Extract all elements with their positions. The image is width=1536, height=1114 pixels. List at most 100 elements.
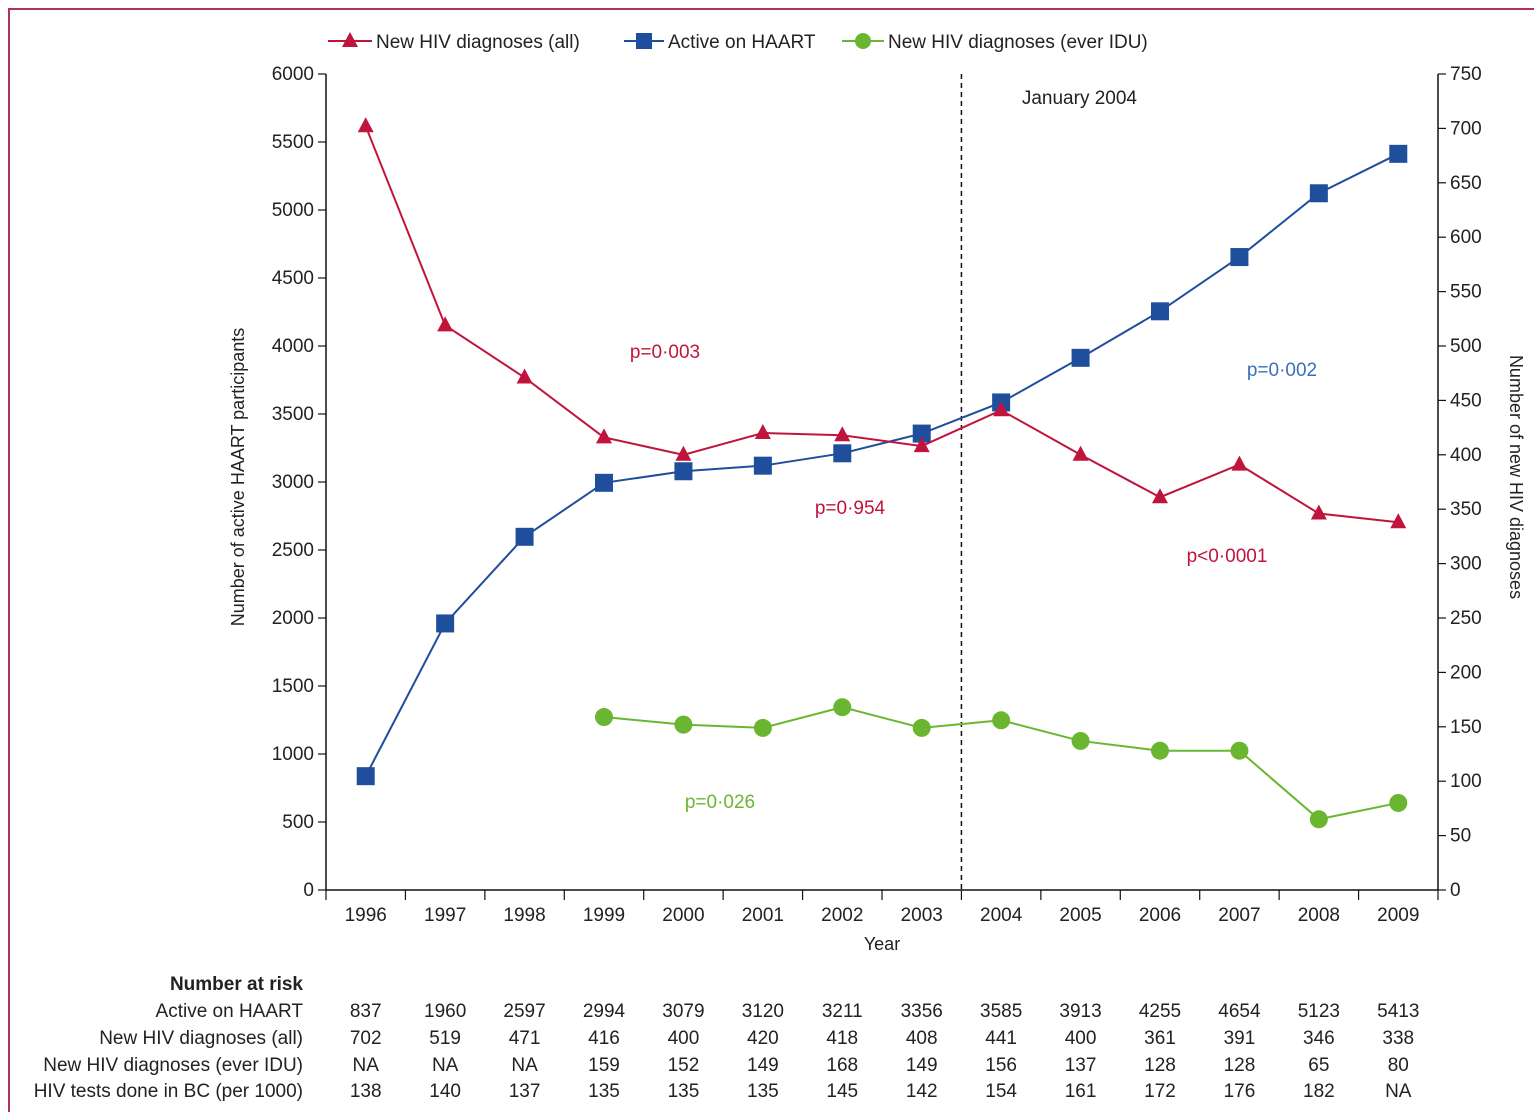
risk-table: Number at risk Active on HAART 837 1960 2597… bbox=[34, 974, 1420, 1102]
y-right-tick-label: 500 bbox=[1450, 336, 1482, 357]
risk-cell: NA bbox=[432, 1055, 459, 1076]
risk-cell: 159 bbox=[588, 1055, 620, 1076]
haart-point bbox=[1151, 302, 1169, 321]
hiv-idu-point bbox=[1071, 731, 1090, 750]
hiv-idu-point bbox=[595, 708, 613, 727]
hiv-all-point bbox=[596, 428, 612, 444]
legend-haart-label: Active on HAART bbox=[668, 32, 816, 53]
hiv-all-point bbox=[516, 368, 533, 384]
axes: 0500100015002000250030003500400045005000… bbox=[228, 64, 1526, 954]
risk-cell: 65 bbox=[1308, 1055, 1329, 1076]
risk-cell: 145 bbox=[826, 1081, 858, 1102]
x-tick-label: 2008 bbox=[1298, 905, 1340, 926]
y-right-tick-label: 650 bbox=[1450, 173, 1482, 194]
hiv-idu-point bbox=[833, 698, 852, 717]
january-2004-marker: January 2004 bbox=[960, 74, 1137, 890]
risk-cell: 471 bbox=[509, 1028, 541, 1049]
legend-haart-marker bbox=[636, 33, 652, 49]
x-tick-label: 1997 bbox=[424, 905, 466, 926]
legend-hiv-all-marker bbox=[342, 32, 358, 47]
risk-table-title: Number at risk bbox=[170, 974, 303, 995]
annotations: p=0·003 p=0·954 p<0·0001 p=0·002 p=0·026 bbox=[630, 342, 1317, 813]
risk-cell: 149 bbox=[747, 1055, 779, 1076]
legend: New HIV diagnoses (all) Active on HAART Ne… bbox=[328, 32, 1148, 53]
hiv-idu-point bbox=[753, 718, 772, 737]
risk-cell: 172 bbox=[1144, 1081, 1176, 1102]
haart-point bbox=[515, 527, 534, 546]
x-tick-label: 2004 bbox=[980, 905, 1023, 926]
y-right-tick-label: 0 bbox=[1450, 880, 1461, 901]
risk-cell: 5413 bbox=[1377, 1001, 1419, 1022]
risk-cell: 182 bbox=[1303, 1081, 1335, 1102]
p-value-label: p=0·026 bbox=[685, 792, 755, 813]
risk-row-label: New HIV diagnoses (ever IDU) bbox=[43, 1055, 303, 1076]
hiv-idu-point bbox=[1309, 810, 1328, 829]
risk-cell: NA bbox=[353, 1055, 380, 1076]
haart-point bbox=[753, 456, 772, 475]
haart-point bbox=[436, 614, 455, 633]
risk-cell: 176 bbox=[1224, 1081, 1256, 1102]
y-left-tick-label: 2000 bbox=[272, 608, 314, 629]
risk-cell: 137 bbox=[509, 1081, 541, 1102]
risk-cell: 135 bbox=[668, 1081, 700, 1102]
p-value-label: p=0·954 bbox=[815, 498, 886, 519]
risk-cell: 391 bbox=[1224, 1028, 1256, 1049]
risk-cell: 702 bbox=[350, 1028, 382, 1049]
x-tick-label: 2000 bbox=[662, 905, 704, 926]
haart-point bbox=[1389, 144, 1408, 163]
risk-cell: 400 bbox=[668, 1028, 700, 1049]
x-tick-label: 2002 bbox=[821, 905, 863, 926]
legend-hiv-idu-label: New HIV diagnoses (ever IDU) bbox=[888, 32, 1148, 53]
haart-point bbox=[833, 444, 852, 463]
hiv-all-point bbox=[1390, 513, 1407, 529]
hiv-idu-point bbox=[1151, 741, 1169, 760]
hiv-all-point bbox=[993, 401, 1010, 417]
x-tick-label: 2003 bbox=[901, 905, 943, 926]
risk-cell: NA bbox=[1385, 1081, 1412, 1102]
risk-cell: 142 bbox=[906, 1081, 938, 1102]
p-value-label: p=0·002 bbox=[1247, 360, 1317, 381]
risk-cell: 2994 bbox=[583, 1001, 626, 1022]
haart-point bbox=[356, 767, 375, 786]
risk-cell: 149 bbox=[906, 1055, 938, 1076]
risk-cell: 5123 bbox=[1298, 1001, 1340, 1022]
p-value-label: p<0·0001 bbox=[1187, 546, 1268, 567]
y-left-tick-label: 2500 bbox=[272, 540, 314, 561]
hiv-all-point bbox=[437, 316, 454, 332]
risk-cell: NA bbox=[511, 1055, 538, 1076]
risk-cell: 346 bbox=[1303, 1028, 1335, 1049]
haart-point bbox=[674, 462, 693, 481]
hiv-all-point bbox=[1231, 455, 1248, 471]
haart-point bbox=[912, 424, 931, 443]
hiv-idu-point bbox=[992, 711, 1011, 730]
x-tick-label: 2006 bbox=[1139, 905, 1181, 926]
risk-cell: 420 bbox=[747, 1028, 779, 1049]
risk-cell: 135 bbox=[588, 1081, 620, 1102]
p-value-label: p=0·003 bbox=[630, 342, 700, 363]
y-right-tick-label: 700 bbox=[1450, 118, 1482, 139]
x-tick-label: 1996 bbox=[345, 905, 387, 926]
y-right-tick-label: 750 bbox=[1450, 64, 1482, 85]
haart-point bbox=[1071, 348, 1090, 367]
haart-point bbox=[595, 473, 613, 492]
risk-cell: 519 bbox=[429, 1028, 461, 1049]
hiv-idu-point bbox=[674, 715, 693, 734]
y-right-tick-label: 250 bbox=[1450, 608, 1482, 629]
y-right-tick-label: 450 bbox=[1450, 390, 1482, 411]
y-right-tick-label: 400 bbox=[1450, 445, 1482, 466]
risk-cell: 135 bbox=[747, 1081, 779, 1102]
legend-hiv-all-label: New HIV diagnoses (all) bbox=[376, 32, 580, 53]
y-left-tick-label: 4500 bbox=[272, 268, 314, 289]
risk-cell: 3585 bbox=[980, 1001, 1022, 1022]
y-right-tick-label: 50 bbox=[1450, 826, 1471, 847]
x-tick-label: 1998 bbox=[503, 905, 545, 926]
hiv-all-point bbox=[834, 426, 851, 442]
y-right-tick-label: 300 bbox=[1450, 554, 1482, 575]
y-left-tick-label: 5500 bbox=[272, 132, 314, 153]
risk-cell: 361 bbox=[1144, 1028, 1176, 1049]
x-tick-label: 2001 bbox=[742, 905, 784, 926]
risk-cell: 2597 bbox=[503, 1001, 545, 1022]
y-left-tick-label: 0 bbox=[303, 880, 314, 901]
risk-cell: 3120 bbox=[742, 1001, 784, 1022]
